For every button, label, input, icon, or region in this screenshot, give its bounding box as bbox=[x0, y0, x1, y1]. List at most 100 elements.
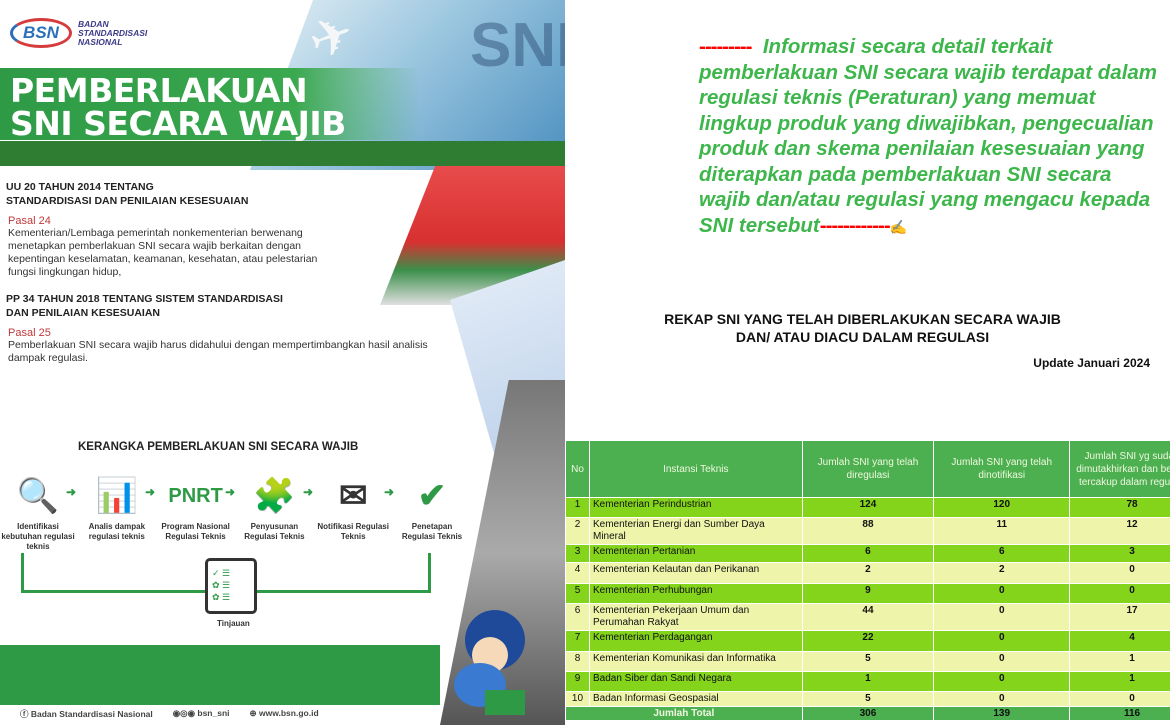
row-dimutakhirkan: 3 bbox=[1069, 544, 1170, 563]
law-pp-34-2018: PP 34 TAHUN 2018 TENTANG SISTEM STANDARD… bbox=[6, 293, 428, 364]
table-row: 10 Badan Informasi Geospasial 5 0 0 bbox=[565, 691, 1170, 707]
step-analisis: 📊 Analis dampak regulasi teknis bbox=[79, 470, 155, 552]
row-dimutakhirkan: 0 bbox=[1069, 583, 1170, 604]
row-no: 1 bbox=[565, 497, 590, 518]
table-row: 6 Kementerian Pekerjaan Umum dan Perumaha… bbox=[565, 603, 1170, 631]
row-instansi: Kementerian Pertanian bbox=[588, 544, 803, 563]
step-identifikasi: 🔍 Identifikasi kebutuhan regulasi teknis bbox=[0, 470, 76, 552]
row-dinotifikasi: 6 bbox=[933, 544, 1071, 563]
website-link[interactable]: ⊕ www.bsn.go.id bbox=[249, 708, 319, 718]
row-dimutakhirkan: 0 bbox=[1069, 691, 1170, 707]
row-no: 9 bbox=[565, 671, 590, 692]
table-row: 8 Kementerian Komunikasi dan Informatika 5… bbox=[565, 651, 1170, 672]
step-penyusunan: 🧩 Penyusunan Regulasi Teknis bbox=[236, 470, 312, 552]
check-circle-icon: ✔ bbox=[417, 477, 447, 515]
step-notifikasi: ✉ Notifikasi Regulasi Teknis bbox=[315, 470, 391, 552]
envelope-icon: ✉ bbox=[338, 477, 368, 515]
row-no: 10 bbox=[565, 691, 590, 707]
framework-title: KERANGKA PEMBERLAKUAN SNI SECARA WAJIB bbox=[78, 441, 359, 453]
row-diregulasi: 124 bbox=[801, 497, 935, 518]
table-row: 2 Kementerian Energi dan Sumber Daya Mine… bbox=[565, 517, 1170, 545]
row-no: 7 bbox=[565, 630, 590, 652]
table-row: 7 Kementerian Perdagangan 22 0 4 bbox=[565, 630, 1170, 652]
bsn-logo: BSN BADAN STANDARDISASI NASIONAL bbox=[10, 18, 168, 48]
row-diregulasi: 88 bbox=[801, 517, 935, 545]
facebook-link[interactable]: ⓕ Badan Standardisasi Nasional bbox=[20, 709, 153, 719]
sni-watermark: SNI bbox=[470, 11, 565, 80]
row-dimutakhirkan: 1 bbox=[1069, 651, 1170, 672]
row-instansi: Kementerian Perhubungan bbox=[588, 583, 803, 604]
puzzle-icon: 🧩 bbox=[253, 477, 296, 515]
row-diregulasi: 5 bbox=[801, 651, 935, 672]
row-no: 6 bbox=[565, 603, 590, 631]
recap-title: REKAP SNI YANG TELAH DIBERLAKUKAN SECARA… bbox=[664, 311, 1061, 345]
row-no: 2 bbox=[565, 517, 590, 545]
step-pnrt: PNRT Program Nasional Regulasi Teknis bbox=[158, 470, 234, 552]
row-dimutakhirkan: 0 bbox=[1069, 562, 1170, 584]
row-instansi: Kementerian Perdagangan bbox=[588, 630, 803, 652]
step-penetapan: ✔ Penetapan Regulasi Teknis bbox=[394, 470, 470, 552]
row-instansi: Kementerian Kelautan dan Perikanan bbox=[588, 562, 803, 584]
table-row: 9 Badan Siber dan Sandi Negara 1 0 1 bbox=[565, 671, 1170, 692]
headline-band: PEMBERLAKUAN SNI SECARA WAJIB bbox=[0, 68, 420, 140]
total-value: 139 bbox=[933, 706, 1071, 721]
framework-steps: 🔍 Identifikasi kebutuhan regulasi teknis … bbox=[0, 470, 470, 552]
green-bar bbox=[0, 141, 565, 166]
row-diregulasi: 1 bbox=[801, 671, 935, 692]
total-value: 116 bbox=[1069, 706, 1170, 721]
row-instansi: Badan Informasi Geospasial bbox=[588, 691, 803, 707]
arrow-icon: ➜ bbox=[66, 485, 77, 499]
row-instansi: Kementerian Pekerjaan Umum dan Perumahan… bbox=[588, 603, 803, 631]
row-dinotifikasi: 0 bbox=[933, 651, 1071, 672]
social-link[interactable]: ◉◎◉ bsn_sni bbox=[172, 708, 230, 718]
row-dimutakhirkan: 17 bbox=[1069, 603, 1170, 631]
arrow-icon: ➜ bbox=[384, 485, 395, 499]
row-instansi: Badan Siber dan Sandi Negara bbox=[588, 671, 803, 692]
recap-panel: --------- Informasi secara detail terkai… bbox=[565, 0, 1170, 725]
pointing-hand-icon: ✍ bbox=[889, 218, 907, 235]
puzzle-search-icon: 🔍 bbox=[16, 477, 60, 515]
row-no: 3 bbox=[565, 544, 590, 563]
total-row: Jumlah Total 306 139 116 bbox=[565, 706, 1170, 721]
row-dinotifikasi: 11 bbox=[933, 517, 1071, 545]
row-dimutakhirkan: 1 bbox=[1069, 671, 1170, 692]
row-dimutakhirkan: 78 bbox=[1069, 497, 1170, 518]
clipboard-icon: ✓ ☰ ✿ ☰ ✿ ☰ bbox=[205, 558, 257, 614]
row-diregulasi: 44 bbox=[801, 603, 935, 631]
row-diregulasi: 5 bbox=[801, 691, 935, 707]
row-no: 8 bbox=[565, 651, 590, 672]
bottom-green-band bbox=[0, 645, 440, 705]
arrow-icon: ➜ bbox=[225, 485, 236, 499]
row-dinotifikasi: 2 bbox=[933, 562, 1071, 584]
row-dinotifikasi: 0 bbox=[933, 671, 1071, 692]
sni-poster: ✈ SNI BSN BADAN STANDARDISASI NASIONAL P… bbox=[0, 0, 565, 725]
row-no: 4 bbox=[565, 562, 590, 584]
row-dinotifikasi: 0 bbox=[933, 603, 1071, 631]
row-diregulasi: 22 bbox=[801, 630, 935, 652]
table-row: 1 Kementerian Perindustrian 124 120 78 bbox=[565, 497, 1170, 518]
row-diregulasi: 6 bbox=[801, 544, 935, 563]
row-dinotifikasi: 0 bbox=[933, 691, 1071, 707]
review-label: Tinjauan bbox=[217, 619, 250, 628]
people-icon: PNRT bbox=[168, 485, 223, 507]
total-label: Jumlah Total bbox=[565, 706, 803, 721]
arrow-icon: ➜ bbox=[145, 485, 156, 499]
info-text: --------- Informasi secara detail terkai… bbox=[699, 35, 1158, 237]
row-instansi: Kementerian Komunikasi dan Informatika bbox=[588, 651, 803, 672]
mascot-image bbox=[454, 610, 525, 715]
table-row: 3 Kementerian Pertanian 6 6 3 bbox=[565, 544, 1170, 563]
bar-chart-icon: 📊 bbox=[95, 477, 138, 515]
total-value: 306 bbox=[801, 706, 935, 721]
row-instansi: Kementerian Perindustrian bbox=[588, 497, 803, 518]
row-no: 5 bbox=[565, 583, 590, 604]
table-row: 5 Kementerian Perhubungan 9 0 0 bbox=[565, 583, 1170, 604]
law-uu-20-2014: UU 20 TAHUN 2014 TENTANG STANDARDISASI DA… bbox=[6, 181, 318, 278]
row-dinotifikasi: 120 bbox=[933, 497, 1071, 518]
row-instansi: Kementerian Energi dan Sumber Daya Miner… bbox=[588, 517, 803, 545]
table-row: 4 Kementerian Kelautan dan Perikanan 2 2 0 bbox=[565, 562, 1170, 584]
row-diregulasi: 9 bbox=[801, 583, 935, 604]
arrow-icon: ➜ bbox=[303, 485, 314, 499]
row-dinotifikasi: 0 bbox=[933, 630, 1071, 652]
update-label: Update Januari 2024 bbox=[1033, 356, 1150, 370]
table-header: No Instansi Teknis Jumlah SNI yang telah… bbox=[565, 440, 1170, 498]
